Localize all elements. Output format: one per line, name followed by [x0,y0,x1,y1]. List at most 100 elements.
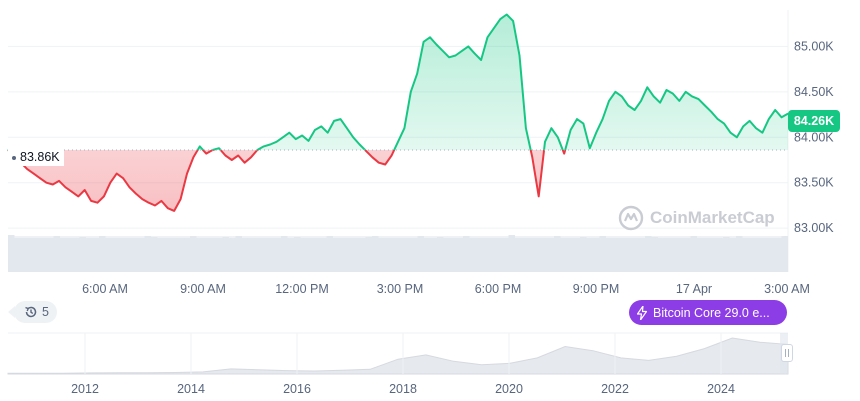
navigator-series [7,337,789,375]
volume-bar [677,238,684,272]
price-point [352,136,354,138]
volume-bar [710,238,717,272]
price-point [512,20,514,22]
news-event-chip[interactable]: Bitcoin Core 29.0 e... [629,300,787,325]
price-point [653,95,655,97]
x-tick-label: 6:00 AM [82,282,128,296]
volume-bar [300,238,307,272]
price-point [378,162,380,164]
price-point [295,138,297,140]
volume-bar [235,236,242,272]
volume-bar [645,236,652,272]
volume-bar [170,238,177,272]
volume-bar [216,238,223,272]
price-point [205,153,207,155]
volume-bar [125,238,132,272]
price-point [128,186,131,188]
price-point [608,100,610,102]
price-point [410,91,412,93]
price-point [256,149,258,151]
price-point [435,43,437,46]
price-point [761,132,764,134]
price-point [186,173,188,175]
volume-bar [287,238,294,272]
volume-bar [378,238,385,272]
volume-bar [729,238,736,272]
price-lines [7,13,789,212]
volume-bar [346,238,353,272]
price-point [710,111,712,113]
volume-bar [313,238,320,272]
price-point [729,132,732,134]
x-tick-label: 9:00 AM [180,282,226,296]
price-point [621,95,623,97]
navigator-handle[interactable] [781,344,793,362]
volume-bar [703,238,710,272]
history-events-button[interactable]: 5 [8,301,57,323]
volume-bar [294,237,301,272]
price-point [685,91,687,93]
price-point [659,102,661,104]
volume-bar [99,236,106,272]
price-area-down [8,150,788,211]
volume-bar [417,236,424,272]
volume-bar [242,238,249,272]
price-point [550,127,553,129]
volume-bar [196,238,203,272]
volume-bar [625,238,632,272]
price-point [576,118,578,120]
price-point [231,159,233,161]
price-point [371,156,374,158]
volume-bar [40,238,47,272]
price-point [563,153,565,155]
price-point [781,116,783,118]
x-tick-label: 9:00 PM [573,282,620,296]
price-point [116,173,118,175]
navigator-tick-label: 2014 [177,382,205,396]
volume-bar [326,236,333,272]
price-point [167,207,169,209]
price-point [288,132,290,134]
x-tick-label: 3:00 PM [377,282,424,296]
price-point [691,95,693,97]
volume-bar [92,238,99,272]
x-tick-label: 12:00 PM [275,282,329,296]
price-area-up [8,14,788,150]
price-point [52,183,54,186]
volume-bar [248,238,255,272]
volume-bar [456,238,463,272]
price-point [58,180,60,182]
price-point [672,93,674,95]
price-point [224,154,226,157]
price-point [454,54,457,57]
navigator-tick-label: 2016 [283,382,311,396]
price-point [646,86,648,88]
price-point [282,136,284,138]
price-point [32,173,35,175]
volume-bar [573,238,580,272]
volume-bar [261,238,268,272]
price-point [774,109,776,111]
price-point [64,186,67,188]
volume-bar [508,235,515,272]
price-line-down [7,150,567,212]
volume-bar [736,236,743,272]
volume-bar [274,238,281,272]
navigator-tick-label: 2024 [707,382,735,396]
time-navigator[interactable] [7,332,789,375]
y-tick-label: 85.00K [794,39,834,53]
price-point [96,202,99,204]
price-point [173,210,175,212]
volume-bar [352,238,359,272]
price-point [422,41,425,43]
volume-bar [469,238,476,272]
volume-bar [14,238,21,272]
price-point [544,141,546,143]
volume-bar [47,238,54,272]
watermark: CoinMarketCap [618,203,775,233]
price-point [192,156,195,158]
volume-bar [372,236,379,272]
price-point [589,147,591,149]
volume-bar [528,238,535,272]
